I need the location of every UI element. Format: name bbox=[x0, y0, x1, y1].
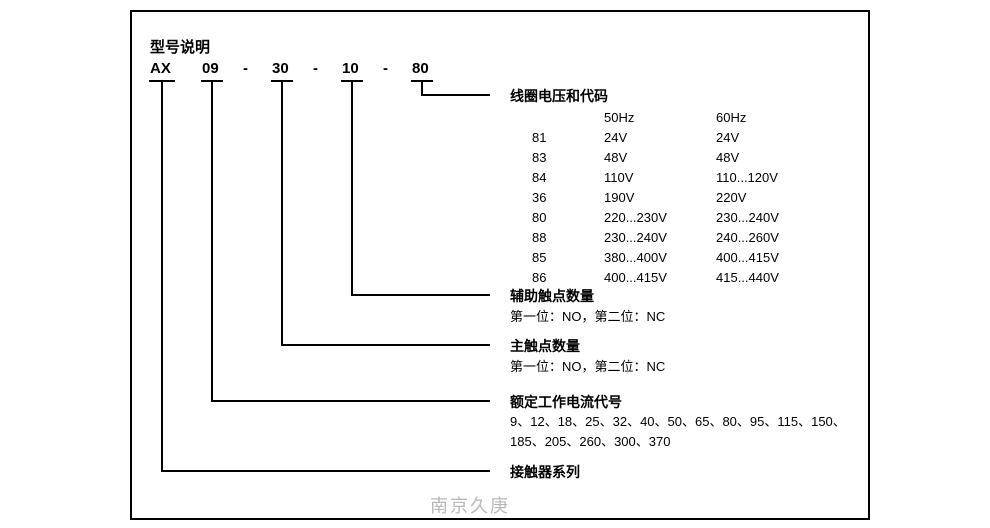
cell-code: 83 bbox=[532, 148, 602, 166]
seg-dash-3: - bbox=[383, 60, 388, 77]
header-50hz: 50Hz bbox=[604, 108, 714, 126]
vline-ax bbox=[161, 82, 163, 470]
header-60hz: 60Hz bbox=[716, 108, 826, 126]
table-row: 88 230...240V 240...260V bbox=[532, 228, 826, 246]
cell-code: 84 bbox=[532, 168, 602, 186]
cell-60: 48V bbox=[716, 148, 826, 166]
coil-title: 线圈电压和代码 bbox=[510, 86, 608, 106]
series-title: 接触器系列 bbox=[510, 462, 580, 482]
cell-50: 230...240V bbox=[604, 228, 714, 246]
cell-60: 24V bbox=[716, 128, 826, 146]
cell-50: 110V bbox=[604, 168, 714, 186]
main-text: 第一位：NO，第二位：NC bbox=[510, 356, 665, 375]
cell-50: 380...400V bbox=[604, 248, 714, 266]
cell-60: 230...240V bbox=[716, 208, 826, 226]
hline-80 bbox=[421, 94, 490, 96]
cell-code: 80 bbox=[532, 208, 602, 226]
table-row: 81 24V 24V bbox=[532, 128, 826, 146]
coil-voltage-table: 50Hz 60Hz 81 24V 24V 83 48V 48V 84 110V … bbox=[530, 106, 828, 288]
hline-10 bbox=[351, 294, 490, 296]
vline-80 bbox=[421, 82, 423, 94]
aux-title: 辅助触点数量 bbox=[510, 286, 594, 306]
cell-50: 24V bbox=[604, 128, 714, 146]
hline-30 bbox=[281, 344, 490, 346]
cell-code: 86 bbox=[532, 268, 602, 286]
header-blank bbox=[532, 108, 602, 126]
main-title: 主触点数量 bbox=[510, 336, 580, 356]
cell-50: 48V bbox=[604, 148, 714, 166]
vline-30 bbox=[281, 82, 283, 344]
seg-dash-1: - bbox=[243, 60, 248, 77]
cell-50: 220...230V bbox=[604, 208, 714, 226]
seg-80: 80 bbox=[412, 60, 429, 77]
watermark-text: 南京久庚 bbox=[430, 492, 510, 518]
seg-10: 10 bbox=[342, 60, 359, 77]
cell-50: 400...415V bbox=[604, 268, 714, 286]
table-header-row: 50Hz 60Hz bbox=[532, 108, 826, 126]
diagram-title: 型号说明 bbox=[150, 36, 210, 57]
vline-09 bbox=[211, 82, 213, 400]
table-row: 85 380...400V 400...415V bbox=[532, 248, 826, 266]
cell-code: 81 bbox=[532, 128, 602, 146]
cell-60: 240...260V bbox=[716, 228, 826, 246]
cell-code: 88 bbox=[532, 228, 602, 246]
seg-30: 30 bbox=[272, 60, 289, 77]
seg-ax: AX bbox=[150, 60, 171, 77]
seg-09: 09 bbox=[202, 60, 219, 77]
vline-10 bbox=[351, 82, 353, 294]
table-row: 84 110V 110...120V bbox=[532, 168, 826, 186]
cell-60: 110...120V bbox=[716, 168, 826, 186]
table-row: 83 48V 48V bbox=[532, 148, 826, 166]
table-row: 36 190V 220V bbox=[532, 188, 826, 206]
cell-60: 400...415V bbox=[716, 248, 826, 266]
hline-ax bbox=[161, 470, 490, 472]
aux-text: 第一位：NO，第二位：NC bbox=[510, 306, 665, 325]
cell-code: 85 bbox=[532, 248, 602, 266]
table-row: 86 400...415V 415...440V bbox=[532, 268, 826, 286]
cell-50: 190V bbox=[604, 188, 714, 206]
current-text: 9、12、18、25、32、40、50、65、80、95、115、150、185… bbox=[510, 412, 850, 451]
hline-09 bbox=[211, 400, 490, 402]
table-row: 80 220...230V 230...240V bbox=[532, 208, 826, 226]
current-title: 额定工作电流代号 bbox=[510, 392, 622, 412]
seg-dash-2: - bbox=[313, 60, 318, 77]
cell-60: 220V bbox=[716, 188, 826, 206]
cell-60: 415...440V bbox=[716, 268, 826, 286]
cell-code: 36 bbox=[532, 188, 602, 206]
